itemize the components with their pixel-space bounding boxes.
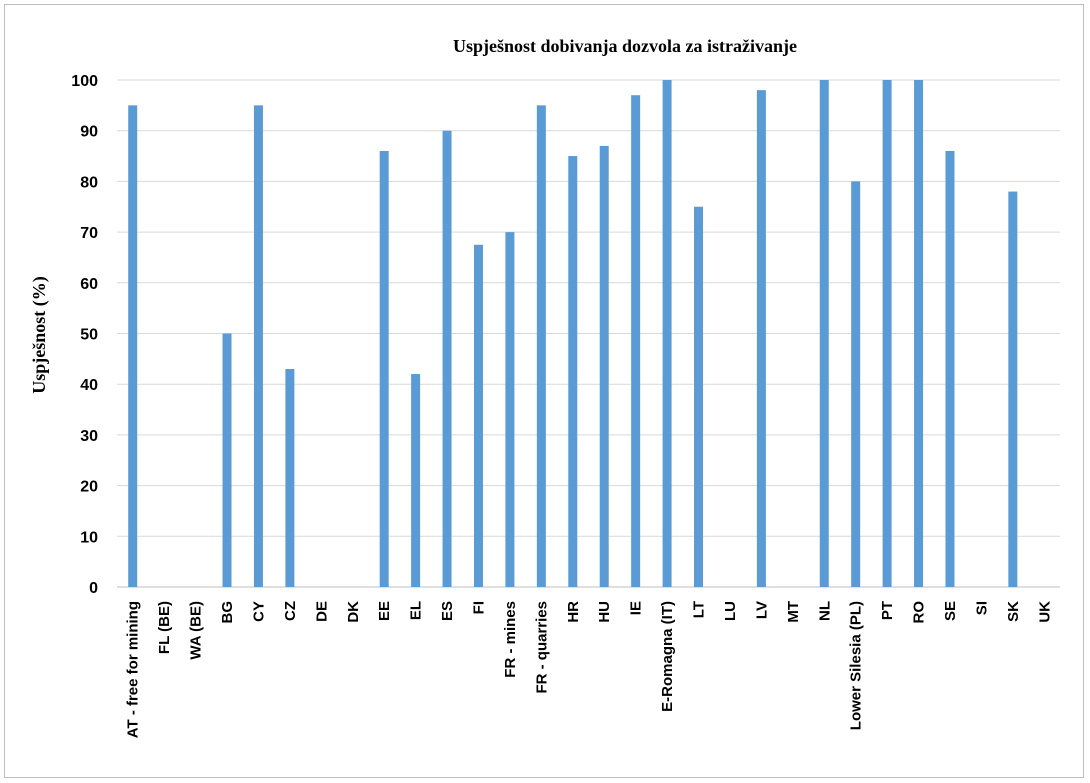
- x-tick-label: HU: [596, 601, 613, 623]
- y-tick-label: 80: [80, 174, 98, 191]
- x-tick-label: BG: [219, 601, 236, 624]
- y-tick-labels: 0 10 20 30 40 50 60 70 80 90 100: [71, 73, 98, 597]
- bar: [442, 130, 452, 587]
- x-tick-label: CY: [250, 601, 267, 622]
- bar: [945, 150, 955, 588]
- x-tick-label: Lower Silesia (PL): [848, 601, 865, 730]
- bar: [851, 181, 861, 587]
- y-tick-label: 100: [71, 73, 98, 90]
- x-tick-label: FL (BE): [156, 601, 173, 654]
- x-tick-label: CZ: [282, 601, 299, 621]
- x-tick-label: RO: [911, 601, 928, 624]
- bar: [568, 156, 578, 588]
- x-tick-label: FR - quarries: [533, 601, 550, 694]
- x-tick-label: NL: [816, 601, 833, 621]
- x-tick-label: SK: [1005, 601, 1022, 622]
- x-tick-label: DE: [313, 601, 330, 622]
- bar: [914, 80, 924, 587]
- x-tick-label: WA (BE): [188, 601, 205, 660]
- x-tick-label: FI: [470, 601, 487, 614]
- x-tick-label: MT: [785, 601, 802, 623]
- x-tick-label: DK: [345, 601, 362, 623]
- y-tick-label: 30: [80, 428, 98, 445]
- x-tick-label: LU: [722, 601, 739, 621]
- x-tick-label: AT - free for mining: [125, 601, 142, 738]
- bar: [411, 374, 421, 587]
- x-tick-label: EE: [376, 601, 393, 621]
- x-tick-label: HR: [565, 601, 582, 623]
- y-tick-label: 10: [80, 529, 98, 546]
- x-tick-label: ES: [439, 601, 456, 621]
- bar: [694, 206, 704, 587]
- y-tick-label: 90: [80, 124, 98, 141]
- y-tick-label: 0: [89, 580, 98, 597]
- chart-title: Uspješnost dobivanja dozvola za istraživ…: [453, 36, 797, 56]
- y-tick-label: 60: [80, 276, 98, 293]
- x-tick-label: EL: [408, 601, 425, 620]
- x-tick-label: PT: [879, 601, 896, 620]
- x-tick-labels: AT - free for mining FL (BE) WA (BE) BG CY CZ…: [125, 601, 1054, 739]
- bar: [473, 244, 483, 587]
- bar: [379, 150, 389, 588]
- bar: [819, 80, 829, 587]
- bar: [253, 105, 263, 587]
- gridlines: [117, 79, 1060, 588]
- bar: [222, 333, 232, 587]
- bar: [756, 90, 766, 587]
- bar: [599, 145, 609, 587]
- x-tick-label: FR - mines: [502, 601, 519, 678]
- bars: [128, 80, 1018, 588]
- bar: [1008, 191, 1018, 588]
- bar: [662, 80, 672, 587]
- x-tick-label: LT: [691, 601, 708, 618]
- y-tick-label: 20: [80, 479, 98, 496]
- x-tick-label: UK: [1036, 601, 1053, 623]
- bar: [882, 80, 892, 587]
- x-tick-label: LV: [753, 601, 770, 619]
- bar: [536, 105, 546, 587]
- x-tick-label: IE: [628, 601, 645, 615]
- y-tick-label: 50: [80, 327, 98, 344]
- y-tick-label: 70: [80, 225, 98, 242]
- bar: [128, 105, 138, 587]
- x-tick-label: SE: [942, 601, 959, 621]
- y-tick-label: 40: [80, 377, 98, 394]
- x-tick-label: SI: [973, 601, 990, 615]
- y-axis-label: Uspješnost (%): [29, 276, 50, 394]
- x-tick-label: E-Romagna (IT): [659, 601, 676, 712]
- bar: [285, 368, 295, 587]
- bar: [631, 95, 641, 588]
- bar: [505, 232, 515, 587]
